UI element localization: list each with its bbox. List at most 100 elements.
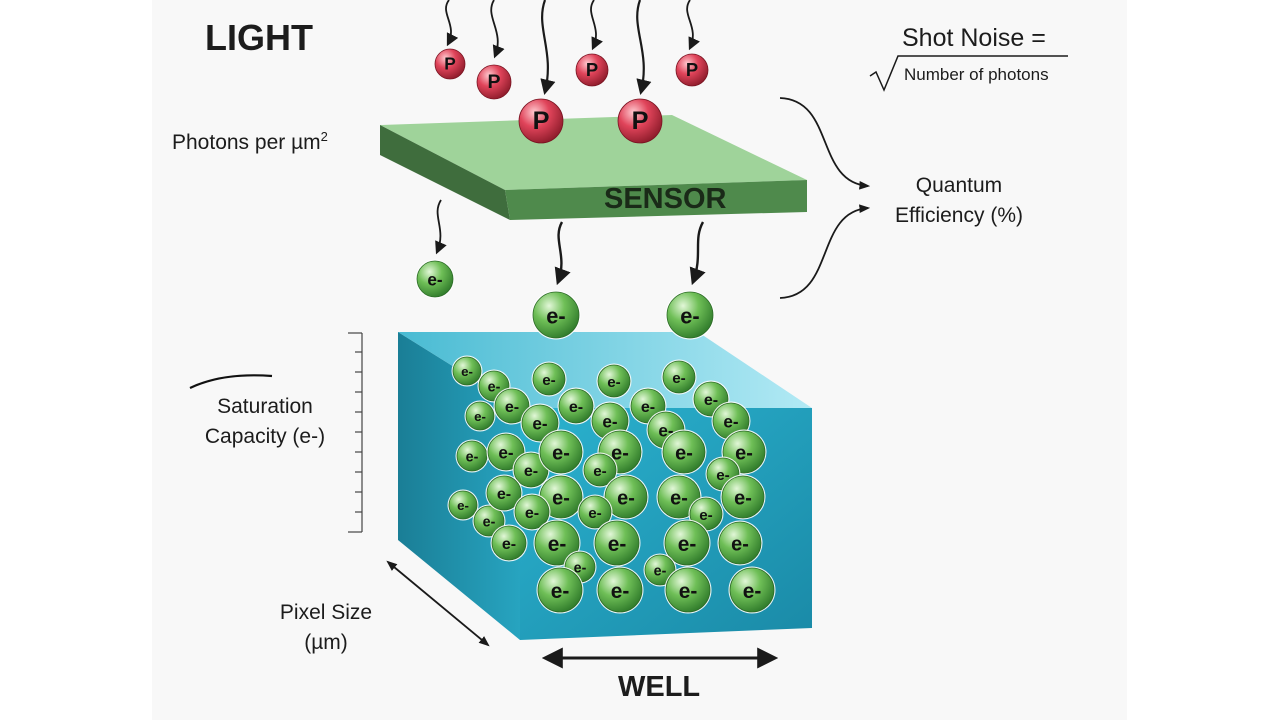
electron-particle: e-	[596, 363, 632, 399]
svg-text:e-: e-	[675, 443, 693, 465]
photon-particle: P	[575, 53, 609, 87]
photon-particle: P	[434, 48, 466, 80]
electron-particle: e-	[664, 566, 712, 614]
svg-text:e-: e-	[532, 414, 548, 433]
shot-noise-denominator: Number of photons	[904, 65, 1049, 84]
squiggle-arrows	[435, 0, 706, 286]
svg-text:e-: e-	[498, 443, 514, 462]
electron-particle: e-	[455, 439, 489, 473]
svg-text:P: P	[686, 59, 698, 80]
electron-particle: e-	[563, 550, 597, 584]
electron-particle: e-	[577, 494, 613, 530]
electron-particle: e-	[661, 429, 707, 475]
electron-particle: e-	[557, 387, 595, 425]
photons-per-area-text: Photons per µm	[172, 131, 321, 154]
electron-particle: e-	[464, 400, 496, 432]
photon-particle: P	[518, 98, 564, 144]
svg-text:e-: e-	[593, 463, 607, 480]
electron-particle: e-	[663, 519, 711, 567]
svg-text:P: P	[632, 107, 649, 135]
svg-text:e-: e-	[716, 467, 730, 484]
electron-particle: e-	[490, 524, 528, 562]
qe-bracket-top	[779, 97, 871, 190]
sensor-slab	[380, 115, 807, 220]
svg-text:P: P	[586, 59, 598, 80]
falling-arrow	[636, 0, 652, 95]
sensor-front-face	[505, 180, 807, 220]
sensor-left-face	[380, 125, 510, 220]
svg-text:e-: e-	[466, 449, 479, 465]
svg-text:e-: e-	[617, 488, 635, 510]
falling-arrow	[689, 221, 706, 286]
svg-text:e-: e-	[483, 514, 496, 530]
pixel-size-line2: (µm)	[304, 631, 348, 654]
photons-per-area-label: Photons per µm2	[172, 130, 328, 153]
electron-particle: e-	[728, 566, 776, 614]
svg-text:e-: e-	[611, 443, 629, 465]
svg-text:e-: e-	[502, 535, 516, 553]
electron-particle: e-	[665, 290, 715, 340]
falling-arrow	[554, 221, 571, 286]
svg-text:e-: e-	[524, 462, 538, 480]
electron-particle: e-	[717, 520, 763, 566]
electron-particle: e-	[536, 566, 584, 614]
svg-text:e-: e-	[699, 507, 713, 524]
electron-particle: e-	[597, 429, 643, 475]
falling-arrow	[435, 199, 447, 255]
electron-particle: e-	[451, 355, 483, 387]
svg-text:e-: e-	[542, 372, 556, 389]
svg-text:e-: e-	[588, 505, 602, 522]
electron-particle: e-	[582, 452, 618, 488]
electron-particle: e-	[513, 493, 551, 531]
svg-text:e-: e-	[552, 443, 570, 465]
electron-particle: e-	[512, 451, 550, 489]
falling-arrow	[540, 0, 556, 95]
qe-bracket-bottom	[779, 204, 871, 299]
svg-text:P: P	[487, 71, 500, 93]
svg-text:e-: e-	[670, 488, 688, 510]
saturation-capacity-line1: Saturation	[217, 395, 313, 418]
electron-particle: e-	[447, 489, 479, 521]
photon-particle: P	[617, 98, 663, 144]
svg-text:e-: e-	[457, 498, 469, 513]
svg-text:e-: e-	[654, 563, 667, 579]
svg-text:P: P	[444, 53, 456, 73]
well-label: WELL	[618, 671, 701, 703]
svg-text:e-: e-	[678, 533, 697, 556]
electron-particle: e-	[415, 259, 455, 299]
electron-particle: e-	[493, 387, 531, 425]
svg-text:e-: e-	[723, 412, 739, 431]
electron-particle: e-	[661, 359, 697, 395]
sqrt-symbol	[869, 55, 1068, 92]
photon-particle: P	[476, 64, 512, 100]
pixel-size-arrow	[386, 560, 490, 647]
svg-text:e-: e-	[505, 398, 519, 416]
svg-text:e-: e-	[574, 560, 587, 576]
svg-text:e-: e-	[608, 533, 627, 556]
electron-particle: e-	[531, 361, 567, 397]
svg-text:e-: e-	[474, 409, 486, 424]
svg-text:e-: e-	[731, 534, 749, 556]
svg-text:e-: e-	[427, 270, 443, 289]
falling-arrow	[590, 0, 603, 51]
electron-particle: e-	[720, 474, 766, 520]
falling-arrow	[490, 0, 505, 59]
svg-text:e-: e-	[607, 374, 621, 391]
saturation-swoosh	[189, 374, 273, 389]
electron-particle: e-	[603, 474, 649, 520]
electron-particle: e-	[593, 519, 641, 567]
svg-text:e-: e-	[461, 364, 473, 379]
sensor-top-face	[380, 115, 807, 190]
svg-text:e-: e-	[641, 398, 655, 416]
svg-text:e-: e-	[672, 370, 686, 387]
svg-text:e-: e-	[525, 504, 539, 522]
electron-particle: e-	[531, 290, 581, 340]
quantum-efficiency-line1: Quantum	[915, 174, 1003, 197]
svg-text:e-: e-	[679, 580, 698, 603]
svg-text:e-: e-	[602, 412, 618, 431]
falling-arrow	[445, 0, 459, 47]
svg-text:e-: e-	[497, 485, 511, 503]
photons-per-area-exponent: 2	[320, 129, 328, 144]
